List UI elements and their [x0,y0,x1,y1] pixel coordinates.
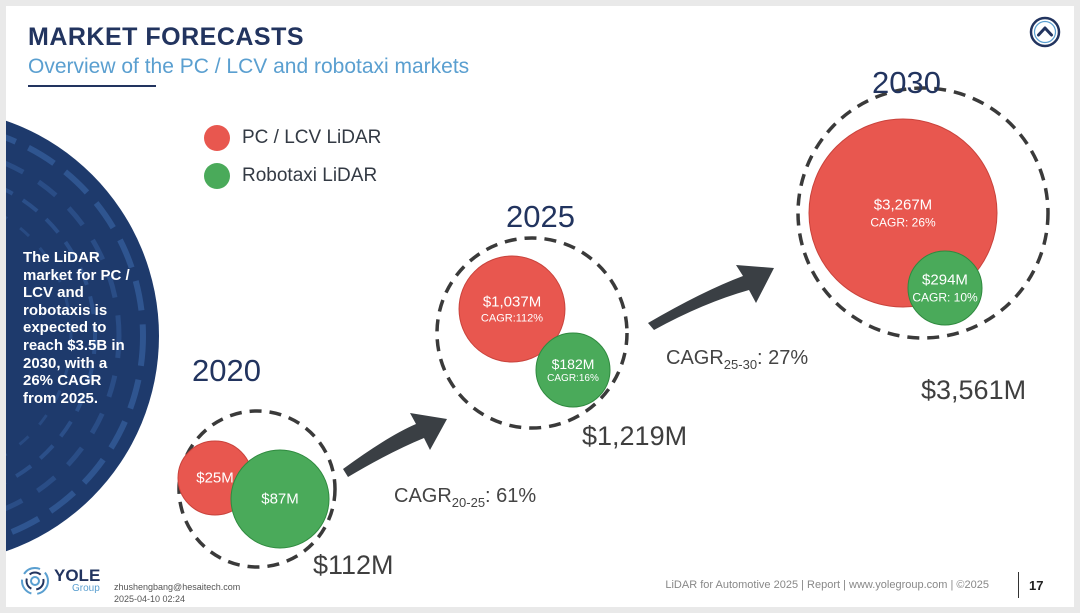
total-ring-2020 [177,409,337,569]
bubble-label-pc-2025: $1,037M CAGR:112% [480,293,544,325]
year-label-2030: 2030 [872,65,941,100]
summary-text: The LiDAR market for PC / LCV and robota… [23,249,130,407]
bubble-label-pc-2030: $3,267M CAGR: 26% [870,196,936,230]
footer-report-info: LiDAR for Automotive 2025 | Report | www… [665,579,989,591]
slide: MARKET FORECASTS Overview of the PC / LC… [6,6,1074,607]
legend-item-robotaxi: Robotaxi LiDAR [204,162,377,190]
legend-label-robotaxi: Robotaxi LiDAR [242,165,378,186]
logo-sub: Group [72,583,100,594]
footer-datetime: 2025-04-10 02:24 [114,594,186,604]
page-separator [1018,572,1019,598]
footer-email: zhushengbang@hesaitech.com [114,582,241,592]
legend-swatch-pc-lcv [204,125,230,151]
yole-logo: YOLE Group [20,566,100,596]
footer-user-info: zhushengbang@hesaitech.com 2025-04-10 02… [114,581,240,605]
chevron-up-icon[interactable] [1029,16,1061,48]
total-ring-2025 [435,236,629,430]
yole-logo-icon [21,567,49,595]
bubble-label-robotaxi-2025: $182M CAGR:16% [547,356,599,384]
logo-name: YOLE [54,566,101,585]
bubble-label-robotaxi-2030: $294M CAGR: 10% [912,271,978,305]
bubble-label-pc-2020: $25M [196,469,234,487]
total-2025: $1,219M [582,421,688,451]
globe-graphic [6,120,159,552]
page-subtitle: Overview of the PC / LCV and robotaxi ma… [28,55,470,78]
legend-label-pc-lcv: PC / LCV LiDAR [242,127,382,148]
title-underline [28,85,156,87]
total-2030: $3,561M [921,375,1027,405]
growth-arrow-2025-2030 [648,265,774,330]
cagr-2025-2030: CAGR25-30: 27% [666,347,809,372]
growth-arrow-2020-2025 [343,413,447,477]
page-number: 17 [1029,578,1044,593]
year-label-2025: 2025 [506,199,575,234]
cagr-2020-2025: CAGR20-25: 61% [394,485,537,510]
year-label-2020: 2020 [192,353,261,388]
bubble-label-robotaxi-2020: $87M [261,490,299,508]
total-2020: $112M [313,550,394,580]
legend-swatch-robotaxi [204,163,230,189]
page-title: MARKET FORECASTS [28,23,305,51]
legend-item-pc-lcv: PC / LCV LiDAR [204,124,381,152]
